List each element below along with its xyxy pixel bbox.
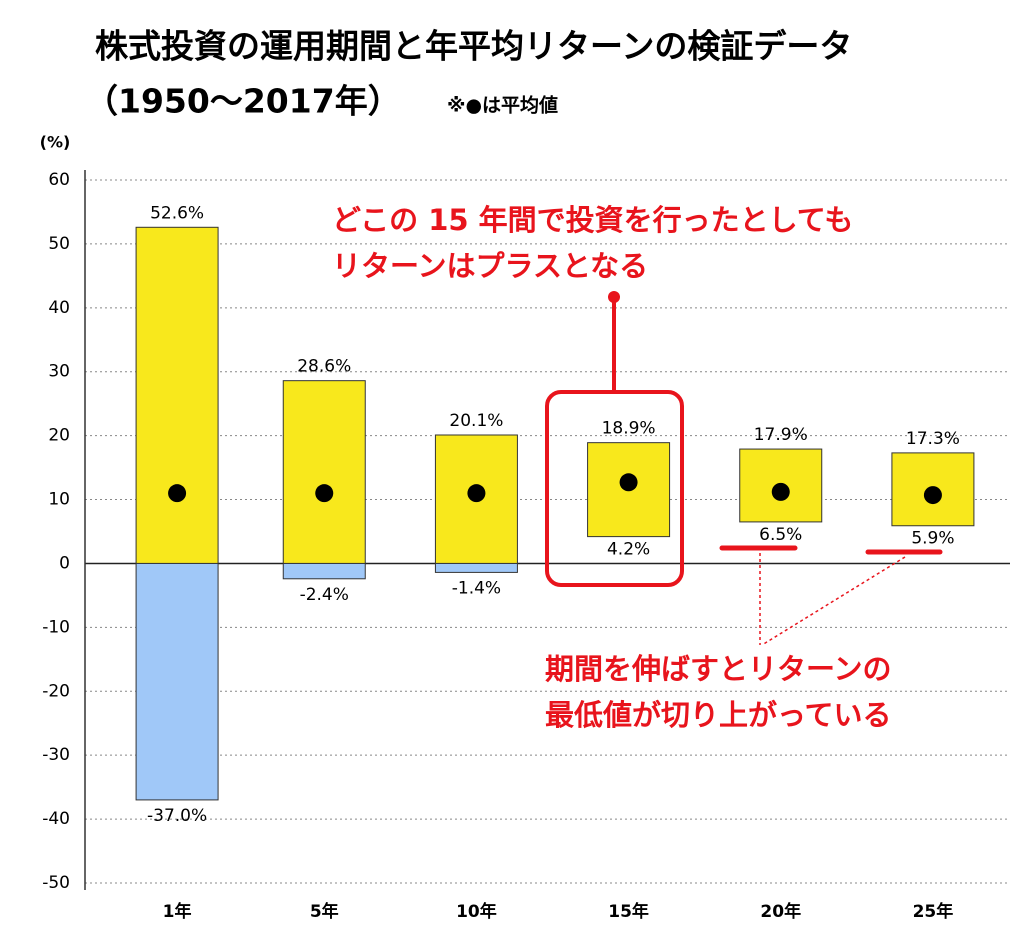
y-tick-label: -30 (42, 745, 70, 765)
y-tick-label: -10 (42, 617, 70, 637)
mean-dot (315, 484, 334, 503)
value-label: 18.9% (602, 419, 656, 439)
y-tick-label: -40 (42, 809, 70, 829)
y-tick-label: 20 (48, 426, 70, 446)
x-tick-label: 1年 (163, 901, 192, 922)
mean-dot (619, 473, 638, 492)
bar-negative (135, 562, 219, 801)
y-tick-label: 50 (48, 234, 70, 254)
chart-subtitle: （1950〜2017年） (85, 82, 401, 121)
value-label: 17.9% (754, 425, 808, 445)
value-label: -2.4% (300, 585, 349, 605)
x-tick-label: 10年 (456, 901, 497, 922)
y-axis-label: (%) (40, 133, 71, 152)
mean-dot (168, 484, 187, 503)
y-tick-label: -50 (42, 873, 70, 893)
mean-dot (771, 482, 790, 501)
note: ※●は平均値 (447, 94, 558, 117)
annotation: リターンはプラスとなる (332, 249, 648, 283)
value-label: 5.9% (911, 529, 954, 549)
y-tick-label: 0 (59, 553, 70, 573)
bar-positive (135, 226, 219, 564)
y-tick-label: 30 (48, 362, 70, 382)
connector (761, 556, 906, 646)
value-label: 28.6% (297, 357, 351, 377)
value-label: -1.4% (452, 578, 501, 598)
value-label: 52.6% (150, 203, 204, 223)
x-tick-label: 5年 (310, 901, 339, 922)
y-tick-label: 60 (48, 170, 70, 190)
value-label: -37.0% (147, 806, 207, 826)
bar-positive (282, 380, 366, 564)
mean-dot (467, 484, 486, 503)
bar-negative (434, 562, 518, 573)
y-tick-label: 40 (48, 298, 70, 318)
bar-negative (282, 562, 366, 580)
connector-dot (608, 291, 620, 303)
chart-title: 株式投資の運用期間と年平均リターンの検証データ (95, 27, 852, 66)
mean-dot (923, 486, 942, 505)
value-label: 6.5% (759, 525, 802, 545)
y-tick-label: 10 (48, 490, 70, 510)
annotation: どこの 15 年間で投資を行ったとしても (332, 203, 853, 237)
annotation: 最低値が切り上がっている (545, 698, 892, 732)
value-label: 20.1% (449, 411, 503, 431)
annotation: 期間を伸ばすとリターンの (545, 652, 892, 686)
value-label: 17.3% (906, 429, 960, 449)
value-label: 4.2% (607, 540, 650, 560)
y-tick-label: -20 (42, 681, 70, 701)
x-tick-label: 15年 (608, 901, 649, 922)
x-tick-label: 20年 (760, 901, 801, 922)
x-tick-label: 25年 (913, 901, 954, 922)
